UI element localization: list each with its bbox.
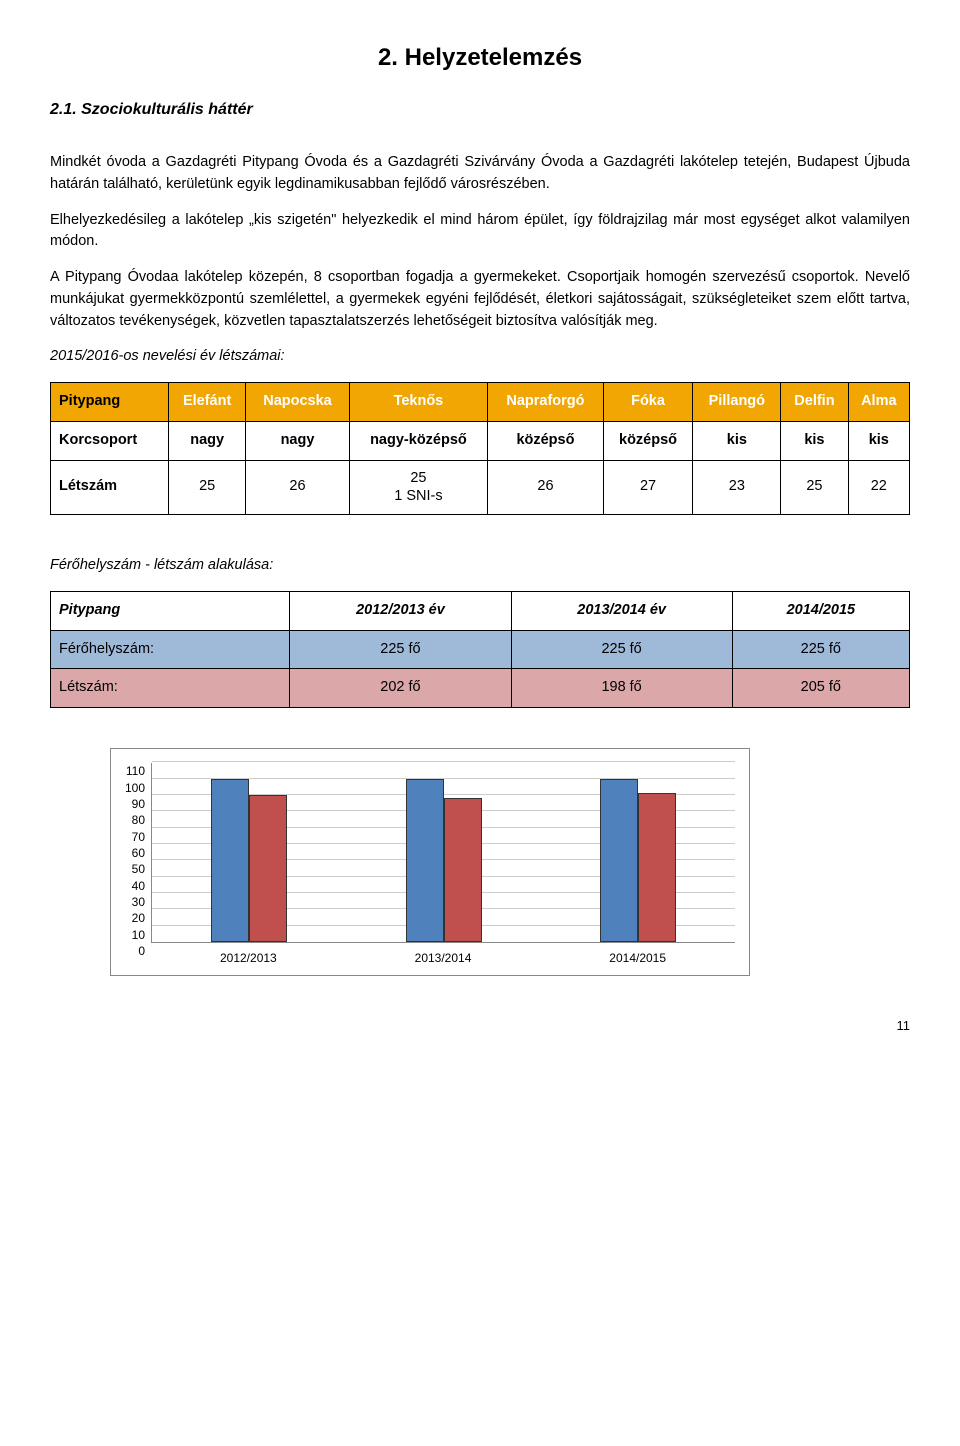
tbl1-cell: 26 <box>488 460 603 515</box>
tbl1-cell: 25 <box>168 460 246 515</box>
paragraph-2: Elhelyezkedésileg a lakótelep „kis szige… <box>50 210 910 254</box>
bar <box>406 779 444 943</box>
tbl1-group: Napraforgó <box>488 383 603 422</box>
tbl1-cell: középső <box>488 421 603 460</box>
x-tick: 2013/2014 <box>415 949 472 967</box>
tbl1-cell: 23 <box>693 460 781 515</box>
bar <box>249 795 287 942</box>
tbl1-cell: nagy <box>168 421 246 460</box>
chart-x-axis: 2012/2013 2013/2014 2014/2015 <box>151 943 735 967</box>
capacity-table: Pitypang 2012/2013 év 2013/2014 év 2014/… <box>50 591 910 708</box>
tbl1-row-korcsoport-label: Korcsoport <box>51 421 169 460</box>
bar <box>638 793 676 942</box>
chart-y-axis: 110 100 90 80 70 60 50 40 30 20 10 0 <box>125 765 151 945</box>
tbl1-row-letszam-label: Létszám <box>51 460 169 515</box>
bar-pair <box>406 779 482 943</box>
tbl1-cell: 27 <box>603 460 693 515</box>
tbl2-cell: 202 fő <box>290 669 511 708</box>
tbl2-cell: 225 fő <box>732 630 909 669</box>
tbl1-cell: nagy-középső <box>349 421 488 460</box>
tbl1-group: Elefánt <box>168 383 246 422</box>
tbl1-group: Teknős <box>349 383 488 422</box>
tbl2-cell: 225 fő <box>511 630 732 669</box>
tbl1-cell: kis <box>848 421 909 460</box>
x-tick: 2012/2013 <box>220 949 277 967</box>
tbl1-group: Alma <box>848 383 909 422</box>
bar <box>600 779 638 943</box>
tbl1-cell: 25 <box>781 460 848 515</box>
groups-table: Pitypang Elefánt Napocska Teknős Naprafo… <box>50 382 910 515</box>
tbl1-cell: 26 <box>246 460 349 515</box>
tbl1-group: Delfin <box>781 383 848 422</box>
tbl1-group: Napocska <box>246 383 349 422</box>
section2-heading: Férőhelyszám - létszám alakulása: <box>50 555 910 577</box>
tbl1-cell: középső <box>603 421 693 460</box>
x-tick: 2014/2015 <box>609 949 666 967</box>
paragraph-1: Mindkét óvoda a Gazdagréti Pitypang Óvod… <box>50 152 910 196</box>
tbl2-cell: 225 fő <box>290 630 511 669</box>
page-title: 2. Helyzetelemzés <box>50 40 910 76</box>
tbl2-cell: 205 fő <box>732 669 909 708</box>
bar <box>444 798 482 942</box>
tbl1-cell-sni: 25 1 SNI-s <box>349 460 488 515</box>
tbl1-group: Pillangó <box>693 383 781 422</box>
tbl1-header-first: Pitypang <box>51 383 169 422</box>
tbl2-head: 2014/2015 <box>732 591 909 630</box>
bar-pair <box>211 779 287 943</box>
tbl2-head: 2013/2014 év <box>511 591 732 630</box>
tbl1-cell: 22 <box>848 460 909 515</box>
tbl2-cell: 198 fő <box>511 669 732 708</box>
capacity-chart: 110 100 90 80 70 60 50 40 30 20 10 0 201… <box>110 748 750 976</box>
tbl2-head: 2012/2013 év <box>290 591 511 630</box>
tbl2-fero-label: Férőhelyszám: <box>51 630 290 669</box>
tbl1-cell: kis <box>781 421 848 460</box>
tbl2-head: Pitypang <box>51 591 290 630</box>
tbl1-cell: nagy <box>246 421 349 460</box>
tbl1-group: Fóka <box>603 383 693 422</box>
section-subtitle: 2.1. Szociokulturális háttér <box>50 98 910 122</box>
page-number: 11 <box>50 1016 910 1036</box>
chart-plot <box>151 763 735 943</box>
paragraph-3: A Pitypang Óvodaa lakótelep közepén, 8 c… <box>50 267 910 332</box>
bar <box>211 779 249 943</box>
bar-pair <box>600 779 676 943</box>
tbl1-cell: kis <box>693 421 781 460</box>
tbl2-let-label: Létszám: <box>51 669 290 708</box>
year-line: 2015/2016-os nevelési év létszámai: <box>50 346 910 368</box>
